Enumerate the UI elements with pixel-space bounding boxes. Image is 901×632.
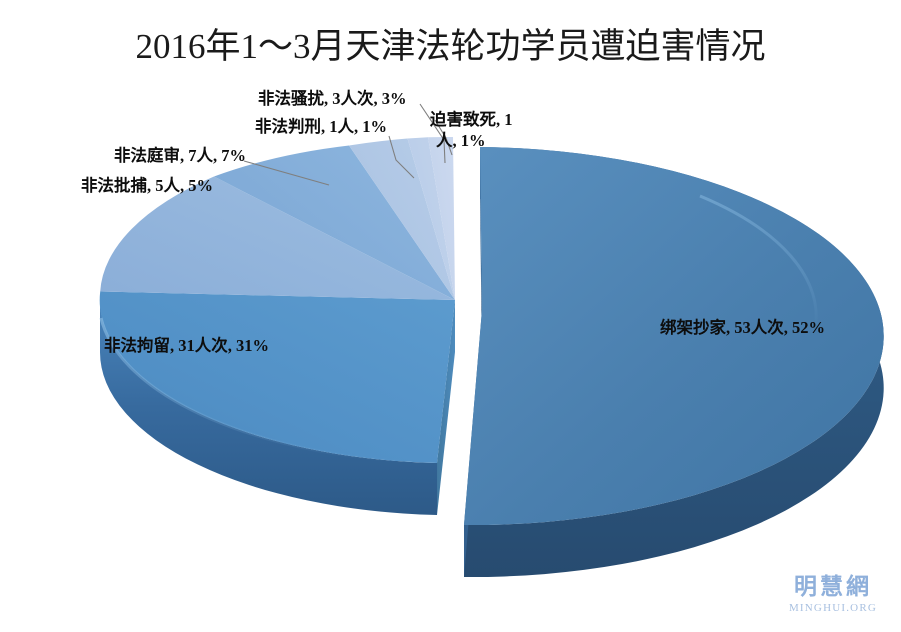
slice-side-detain — [99, 300, 438, 515]
slice-top-trial — [214, 145, 455, 300]
leader-line-sentence — [388, 135, 415, 179]
data-label-arrest: 非法批捕, 5人, 5% — [81, 176, 213, 195]
data-label-kidnap: 绑架抄家, 53人次, 52% — [660, 318, 825, 337]
data-label-death-line1: 迫害致死, 1 — [430, 110, 513, 129]
rim-highlight-kidnap — [699, 194, 818, 331]
page-title: 2016年1～3月天津法轮功学员遭迫害情况 — [135, 27, 766, 66]
leader-line-death — [434, 119, 453, 156]
slice-side-kidnap-cut-top — [480, 147, 482, 362]
data-label-death-line2: 人, 1% — [436, 131, 486, 150]
leader-line-trial — [243, 160, 330, 186]
pie-exploded-group — [464, 147, 884, 578]
slice-top-death — [428, 136, 455, 300]
slice-top-harass — [349, 138, 455, 300]
slice-side-detain-cut — [437, 300, 455, 515]
slice-top-arrest — [100, 176, 455, 300]
watermark-english: MINGHUI.ORG — [788, 602, 877, 614]
slice-top-detain — [99, 291, 455, 463]
leader-lines — [243, 103, 453, 186]
watermark-chinese: 明慧網 — [793, 574, 872, 599]
pie-left-group — [99, 136, 455, 515]
rim-highlight-left — [99, 317, 438, 465]
data-label-trial: 非法庭审, 7人, 7% — [114, 146, 246, 165]
data-label-detain: 非法拘留, 31人次, 31% — [104, 336, 269, 355]
leader-line-harass — [419, 103, 446, 164]
watermark: 明慧網 MINGHUI.ORG — [789, 567, 877, 614]
slice-top-kidnap — [464, 147, 884, 526]
data-label-harass: 非法骚扰, 3人次, 3% — [258, 89, 407, 108]
slice-top-sentence — [407, 137, 455, 300]
data-label-sentence: 非法判刑, 1人, 1% — [255, 117, 387, 136]
